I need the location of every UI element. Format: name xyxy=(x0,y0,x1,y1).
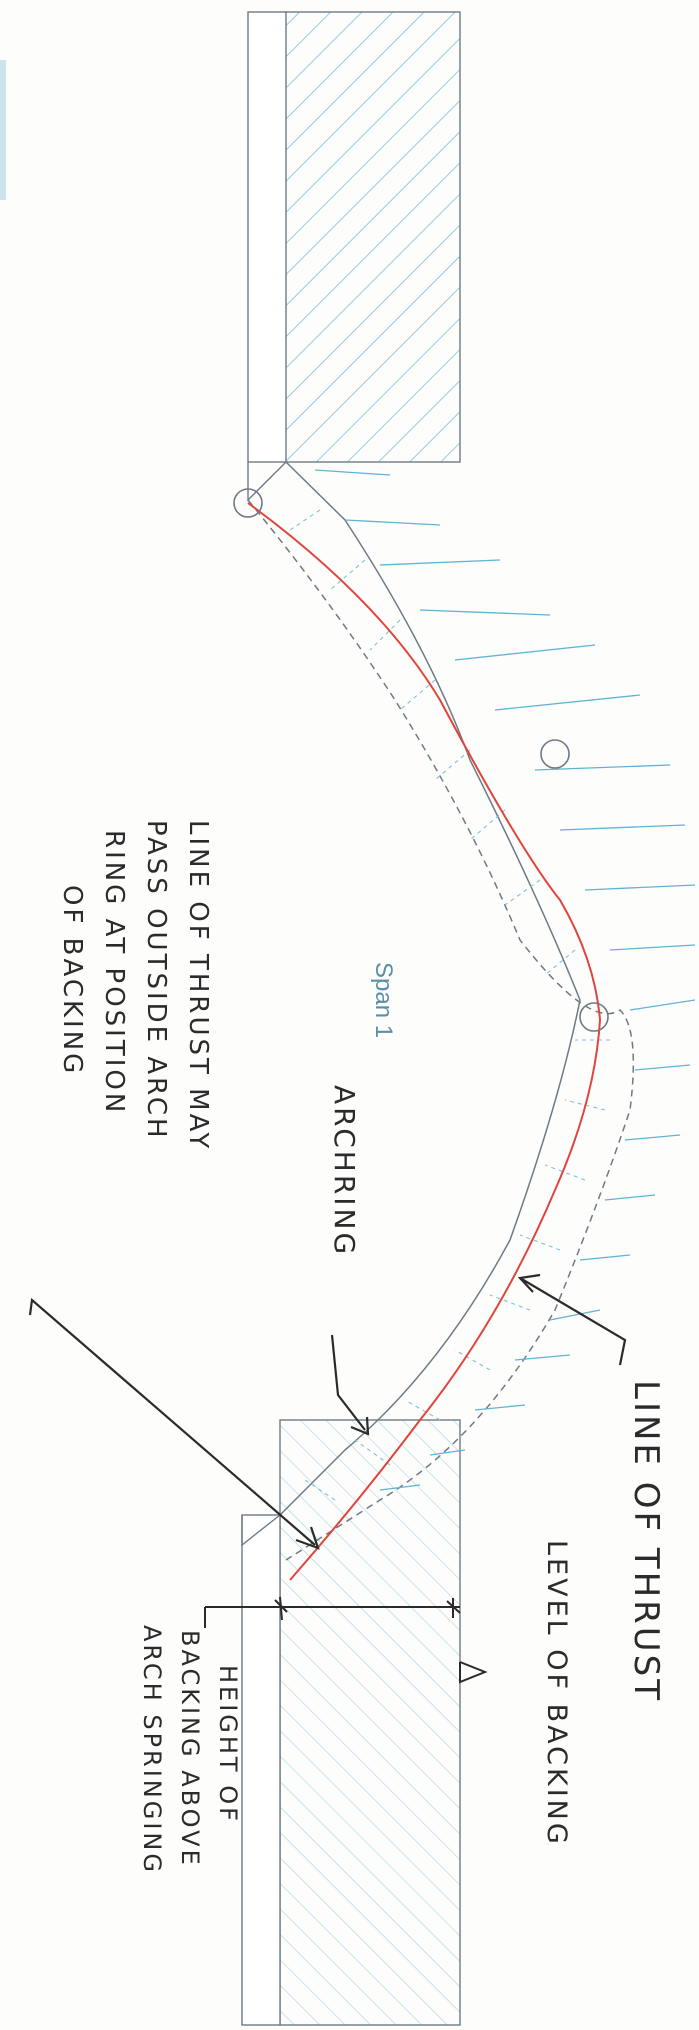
bottom-springing-cut xyxy=(241,1514,281,1547)
arch-extrados xyxy=(247,499,635,1561)
archring-leader xyxy=(330,1334,366,1431)
hinge-circle xyxy=(540,739,570,769)
note-line: OF BACKING xyxy=(57,885,87,1076)
level-of-backing-marker xyxy=(459,1661,488,1684)
note-leader-head xyxy=(295,1526,320,1550)
height-line: BACKING ABOVE xyxy=(176,1630,204,1868)
hinge-circle xyxy=(233,488,263,518)
line-of-thrust-label: LINE OF THRUST xyxy=(626,1380,666,1703)
hinge-points xyxy=(233,488,609,1032)
archring-leader-head xyxy=(350,1416,370,1436)
arch-ring xyxy=(247,461,635,1561)
thrust-leader-head xyxy=(517,1273,541,1293)
line-of-thrust-curve xyxy=(247,502,602,1581)
top-abutment-body xyxy=(247,11,287,463)
hinge-circle xyxy=(579,1002,609,1032)
thrust-note: LINE OF THRUST MAY PASS OUTSIDE ARCH RIN… xyxy=(57,820,213,1151)
bottom-abutment-body xyxy=(241,1514,281,2026)
note-line: PASS OUTSIDE ARCH xyxy=(141,820,171,1141)
top-abutment xyxy=(247,11,461,502)
archring-label: ARCHRING xyxy=(328,1085,361,1257)
thrust-leader xyxy=(519,1277,627,1366)
note-leader xyxy=(28,1297,316,1546)
voussoir-joints xyxy=(289,509,610,1501)
backing-pressure-lines xyxy=(314,469,696,1491)
margin-mark xyxy=(0,60,6,200)
note-line: RING AT POSITION xyxy=(99,830,129,1115)
height-line: ARCH SPRINGING xyxy=(138,1625,166,1875)
bottom-abutment xyxy=(241,1419,461,2026)
leader-lines xyxy=(28,1273,627,1550)
arch-intrados xyxy=(279,461,581,1516)
span-label: Span 1 xyxy=(370,962,397,1038)
level-of-backing-label: LEVEL OF BACKING xyxy=(541,1540,572,1847)
height-line: HEIGHT OF xyxy=(214,1665,242,1824)
height-note: HEIGHT OF BACKING ABOVE ARCH SPRINGING xyxy=(138,1625,242,1875)
top-backing-hatch xyxy=(284,11,461,463)
note-line: LINE OF THRUST MAY xyxy=(183,820,213,1151)
bottom-backing-hatch xyxy=(279,1419,461,2026)
backing-height-dimension xyxy=(204,1596,488,1684)
